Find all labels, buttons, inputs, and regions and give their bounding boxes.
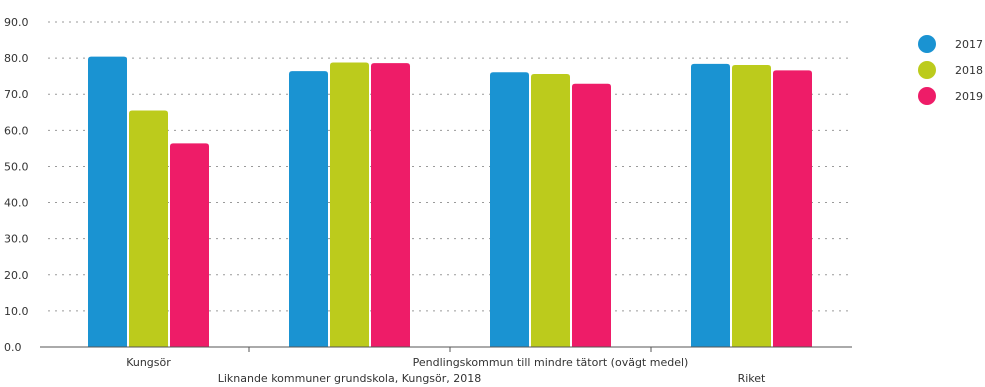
y-axis-ticks: 0.0 10.0 20.0 30.0 40.0 50.0 60.0 70.0 80.0 90.0 xyxy=(4,16,29,354)
bar-2017-3 xyxy=(490,72,529,347)
category-label: Kungsör xyxy=(126,356,171,369)
y-tick-label: 90.0 xyxy=(4,16,29,29)
bar-2019-2 xyxy=(371,63,410,348)
legend-label: 2018 xyxy=(955,64,983,77)
category-label: Liknande kommuner grundskola, Kungsör, 2… xyxy=(218,372,482,385)
legend-label: 2017 xyxy=(955,38,983,51)
legend-label: 2019 xyxy=(955,90,983,103)
grid-layer xyxy=(48,21,852,312)
legend: 2017 2018 2019 xyxy=(918,35,983,105)
y-tick-label: 50.0 xyxy=(4,160,29,173)
bar-2018-1 xyxy=(129,110,168,347)
bar-2017-2 xyxy=(289,71,328,347)
category-labels: Kungsör Liknande kommuner grundskola, Kun… xyxy=(126,356,766,385)
bar-2017-1 xyxy=(88,56,127,348)
y-tick-label: 0.0 xyxy=(4,341,22,354)
bar-2019-3 xyxy=(572,83,611,347)
y-tick-label: 10.0 xyxy=(4,305,29,318)
category-label: Pendlingskommun till mindre tätort (oväg… xyxy=(413,356,689,369)
legend-item-2017: 2017 xyxy=(918,35,983,53)
y-tick-label: 70.0 xyxy=(4,88,29,101)
legend-item-2019: 2019 xyxy=(918,87,983,105)
y-tick-label: 20.0 xyxy=(4,269,29,282)
category-label: Riket xyxy=(738,372,766,385)
bar-2017-4 xyxy=(691,63,730,348)
y-tick-label: 80.0 xyxy=(4,52,29,65)
legend-item-2018: 2018 xyxy=(918,61,983,79)
y-tick-label: 30.0 xyxy=(4,233,29,246)
bar-2019-1 xyxy=(170,143,209,347)
bar-2018-4 xyxy=(732,64,771,347)
bar-2018-3 xyxy=(531,74,570,347)
y-tick-label: 40.0 xyxy=(4,197,29,210)
x-axis xyxy=(40,346,852,352)
bars xyxy=(88,56,812,348)
legend-swatch xyxy=(918,87,936,105)
bar-2018-2 xyxy=(330,62,369,347)
bar-2019-4 xyxy=(773,70,812,347)
legend-swatch xyxy=(918,35,936,53)
legend-swatch xyxy=(918,61,936,79)
y-tick-label: 60.0 xyxy=(4,124,29,137)
